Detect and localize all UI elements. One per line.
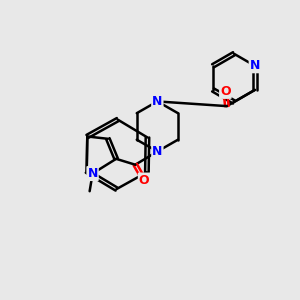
Text: N: N <box>152 95 163 108</box>
Text: N: N <box>87 167 98 180</box>
Text: N: N <box>250 59 260 72</box>
Text: O: O <box>220 85 231 98</box>
Text: O: O <box>139 173 149 187</box>
Text: N: N <box>152 145 163 158</box>
